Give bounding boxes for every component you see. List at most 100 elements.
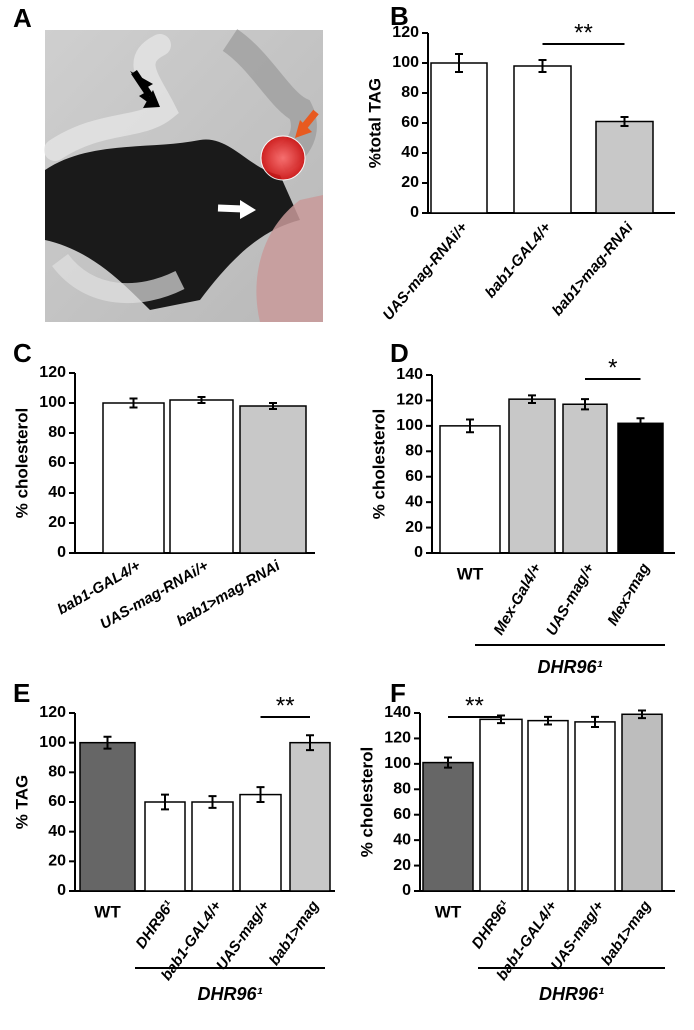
- error-bar: [544, 715, 552, 726]
- significance-label: *: [608, 354, 617, 381]
- x-tick-label: bab1>mag-RNAi: [549, 219, 637, 320]
- bar: [169, 399, 234, 554]
- group-label: DHR96¹: [537, 657, 602, 677]
- y-tick-label: 100: [39, 734, 66, 751]
- error-bar: [455, 53, 463, 73]
- significance-label: **: [465, 692, 484, 719]
- significance-label: **: [276, 692, 295, 719]
- group-label: DHR96¹: [539, 984, 604, 1004]
- panel-letter: A: [13, 3, 32, 33]
- y-tick-label: 20: [393, 857, 411, 874]
- y-tick-label: 0: [57, 882, 66, 899]
- bar: [79, 741, 136, 892]
- y-tick-label: 120: [39, 364, 66, 381]
- error-bar: [161, 793, 169, 811]
- y-tick-label: 40: [48, 823, 66, 840]
- bar: [527, 719, 569, 892]
- y-tick-label: 60: [393, 806, 411, 823]
- panel-letter: C: [13, 338, 32, 368]
- y-axis-label: % cholesterol: [357, 747, 376, 858]
- y-axis-label: % cholesterol: [369, 409, 388, 520]
- x-tick-label: WT: [457, 564, 484, 583]
- bar: [621, 713, 663, 892]
- y-tick-label: 120: [384, 730, 411, 747]
- error-bar: [638, 709, 646, 720]
- error-bar: [197, 396, 206, 404]
- y-tick-label: 20: [405, 519, 423, 536]
- error-bar: [538, 59, 547, 73]
- micrograph: [44, 29, 323, 322]
- panel-letter: F: [390, 678, 406, 708]
- panel-letter: D: [390, 338, 409, 368]
- y-tick-label: 120: [392, 24, 419, 41]
- error-bar: [466, 418, 474, 434]
- error-bar: [306, 734, 314, 752]
- x-tick-label: DHR96¹: [133, 898, 178, 952]
- y-tick-label: 20: [48, 514, 66, 531]
- x-tick-label: DHR96¹: [469, 898, 514, 952]
- bar: [422, 761, 474, 892]
- error-bar: [591, 715, 599, 728]
- significance-label: **: [574, 19, 593, 46]
- x-tick-label: Mex>mag: [604, 560, 653, 628]
- bar: [562, 403, 608, 554]
- error-bar: [256, 786, 265, 803]
- x-tick-label: UAS-mag-RNAi/+: [380, 219, 472, 324]
- y-tick-label: 80: [405, 443, 423, 460]
- y-tick-label: 140: [384, 704, 411, 721]
- x-tick-label: bab1>mag: [266, 898, 323, 969]
- group-label: DHR96¹: [197, 984, 262, 1004]
- x-tick-label: bab1-GAL4/+: [482, 219, 555, 301]
- y-tick-label: 0: [402, 882, 411, 899]
- y-tick-label: 60: [48, 793, 66, 810]
- bar: [239, 793, 282, 892]
- x-tick-label: WT: [94, 902, 121, 921]
- y-tick-label: 20: [48, 853, 66, 870]
- y-tick-label: 0: [410, 204, 419, 221]
- bar: [513, 65, 572, 214]
- x-tick-label: UAS-mag/+: [543, 560, 598, 638]
- error-bar: [636, 417, 645, 424]
- y-tick-label: 40: [48, 484, 66, 501]
- bar: [439, 425, 501, 554]
- y-tick-label: 60: [401, 114, 419, 131]
- y-tick-label: 0: [414, 544, 423, 561]
- error-bar: [208, 795, 217, 809]
- error-bar: [620, 116, 629, 127]
- bar: [617, 422, 664, 554]
- y-tick-label: 80: [48, 424, 66, 441]
- bar: [289, 741, 331, 892]
- y-tick-label: 40: [401, 144, 419, 161]
- y-tick-label: 140: [396, 366, 423, 383]
- error-bar: [444, 756, 452, 769]
- bar: [239, 405, 307, 554]
- y-tick-label: 120: [396, 392, 423, 409]
- bar: [144, 801, 186, 892]
- y-tick-label: 40: [405, 493, 423, 510]
- bar: [595, 120, 654, 214]
- y-tick-label: 100: [39, 394, 66, 411]
- y-tick-label: 0: [57, 544, 66, 561]
- y-tick-label: 100: [396, 417, 423, 434]
- error-bar: [581, 398, 589, 411]
- y-axis-label: % TAG: [12, 775, 31, 829]
- y-tick-label: 60: [48, 454, 66, 471]
- panel-letter: E: [13, 678, 30, 708]
- error-bar: [103, 735, 112, 750]
- error-bar: [528, 394, 536, 404]
- y-tick-label: 120: [39, 704, 66, 721]
- y-axis-label: % cholesterol: [12, 408, 31, 519]
- bar: [479, 718, 523, 892]
- y-axis-label: %total TAG: [365, 78, 384, 168]
- x-tick-label: WT: [435, 902, 462, 921]
- x-tick-label: Mex-Gal4/+: [490, 560, 545, 638]
- y-tick-label: 40: [393, 831, 411, 848]
- y-tick-label: 80: [48, 764, 66, 781]
- bar: [102, 402, 165, 554]
- error-bar: [129, 397, 138, 409]
- y-tick-label: 100: [384, 755, 411, 772]
- y-tick-label: 80: [401, 84, 419, 101]
- y-tick-label: 100: [392, 54, 419, 71]
- bar: [508, 398, 556, 554]
